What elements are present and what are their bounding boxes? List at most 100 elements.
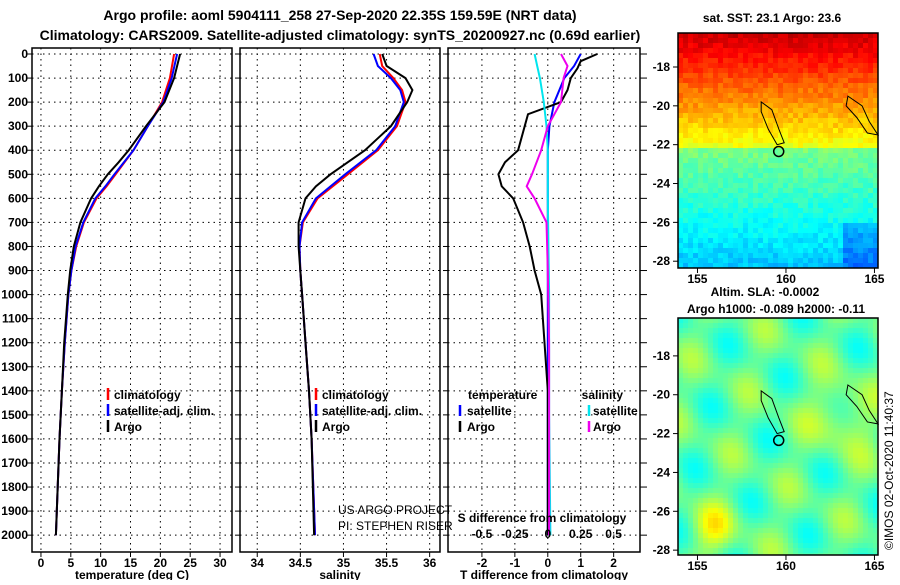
map-cell [833, 428, 839, 434]
map-cell [773, 263, 779, 269]
map-cell [858, 253, 864, 259]
map-cell [868, 188, 874, 194]
map-cell [683, 453, 689, 459]
map-cell [838, 543, 844, 549]
map-cell [768, 253, 774, 259]
map-cell [713, 448, 719, 454]
map-cell [808, 328, 814, 334]
map-cell [728, 373, 734, 379]
map-cell [783, 428, 789, 434]
map-cell [863, 543, 869, 549]
map-cell [733, 223, 739, 229]
map-cell [738, 528, 744, 534]
map-cell [868, 328, 874, 334]
map-cell [838, 333, 844, 339]
map-cell [818, 223, 824, 229]
map-cell [718, 478, 724, 484]
map-cell [833, 468, 839, 474]
map-cell [738, 133, 744, 139]
sst-title: sat. SST: 23.1 Argo: 23.6 [703, 11, 842, 25]
map-cell [768, 63, 774, 69]
map-cell [783, 223, 789, 229]
x-tick-label: 10 [94, 556, 108, 570]
map-cell [778, 333, 784, 339]
map-cell [833, 228, 839, 234]
map-cell [828, 238, 834, 244]
map-cell [698, 228, 704, 234]
map-cell [683, 548, 689, 554]
map-cell [803, 48, 809, 54]
map-cell [748, 508, 754, 514]
map-cell [838, 238, 844, 244]
map-cell [853, 193, 859, 199]
map-cell [708, 458, 714, 464]
map-cell [693, 138, 699, 144]
y-tick-label: 1500 [1, 408, 28, 422]
map-cell [843, 418, 849, 424]
map-cell [733, 153, 739, 159]
map-cell [683, 408, 689, 414]
map-cell [728, 53, 734, 59]
map-cell [753, 178, 759, 184]
map-cell [778, 258, 784, 264]
map-cell [778, 118, 784, 124]
map-cell [853, 213, 859, 219]
map-cell [828, 258, 834, 264]
map-cell [743, 83, 749, 89]
map-cell [738, 68, 744, 74]
map-cell [803, 553, 809, 556]
map-cell [868, 318, 874, 324]
map-cell [728, 343, 734, 349]
map-cell [723, 438, 729, 444]
map-cell [683, 108, 689, 114]
map-cell [818, 133, 824, 139]
map-cell [753, 148, 759, 154]
map-cell [763, 108, 769, 114]
map-cell [698, 548, 704, 554]
map-cell [858, 208, 864, 214]
map-cell [733, 103, 739, 109]
map-cell [873, 113, 879, 119]
map-cell [688, 68, 694, 74]
map-cell [753, 68, 759, 74]
map-cell [728, 88, 734, 94]
map-cell [843, 153, 849, 159]
map-cell [683, 203, 689, 209]
map-cell [853, 243, 859, 249]
map-cell [803, 403, 809, 409]
map-cell [748, 318, 754, 324]
map-cell [813, 393, 819, 399]
map-cell [788, 53, 794, 59]
map-cell [863, 113, 869, 119]
map-cell [768, 338, 774, 344]
map-cell [763, 398, 769, 404]
map-cell [678, 363, 684, 369]
map-cell [788, 408, 794, 414]
map-cell [723, 413, 729, 419]
map-cell [863, 473, 869, 479]
map-cell [798, 203, 804, 209]
map-cell [863, 88, 869, 94]
map-cell [868, 338, 874, 344]
map-cell [783, 133, 789, 139]
map-cell [798, 493, 804, 499]
map-cell [748, 58, 754, 64]
map-cell [713, 533, 719, 539]
map-cell [723, 343, 729, 349]
map-cell [843, 483, 849, 489]
map-cell [793, 553, 799, 556]
map-cell [808, 228, 814, 234]
map-cell [853, 553, 859, 556]
map-cell [683, 78, 689, 84]
map-cell [688, 328, 694, 334]
map-cell [713, 183, 719, 189]
map-cell [688, 463, 694, 469]
map-cell [703, 258, 709, 264]
map-cell [863, 538, 869, 544]
credit-line-2: PI: STEPHEN RISER [338, 519, 453, 533]
map-cell [778, 73, 784, 79]
map-cell [758, 398, 764, 404]
map-cell [703, 133, 709, 139]
map-cell [853, 458, 859, 464]
map-cell [768, 483, 774, 489]
